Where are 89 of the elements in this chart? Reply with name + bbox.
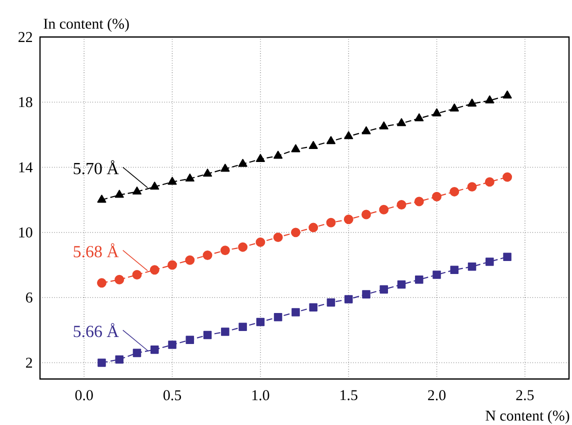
x-axis-title: N content (%) [486, 410, 570, 424]
point [432, 108, 442, 116]
point [502, 90, 512, 98]
x-tick-label: 2.5 [516, 390, 534, 400]
point [220, 246, 230, 256]
point [468, 98, 477, 107]
point [114, 274, 124, 284]
y-axis-title: In content (%) [44, 18, 129, 32]
point [379, 121, 388, 130]
point [414, 196, 424, 206]
point [344, 295, 353, 304]
point [168, 340, 176, 349]
point [432, 270, 441, 279]
point [362, 290, 370, 298]
point [380, 285, 388, 294]
point [292, 308, 300, 316]
y-tick-label: 18 [19, 97, 32, 108]
point [502, 172, 512, 182]
point [344, 131, 354, 140]
point [414, 276, 424, 284]
y-tick-label: 14 [19, 162, 33, 172]
point [202, 250, 212, 260]
point [150, 346, 159, 354]
y-tick-label: 22 [18, 32, 32, 42]
point [185, 255, 195, 265]
point [361, 210, 371, 220]
point [344, 214, 354, 224]
point [273, 232, 283, 242]
point [486, 258, 494, 266]
point [203, 168, 212, 177]
point [397, 280, 406, 289]
point [115, 355, 124, 364]
x-tick-label: 2.0 [428, 390, 446, 400]
y-tick-label: 6 [26, 292, 32, 303]
point [220, 164, 230, 172]
x-tick-label: 0.0 [75, 390, 93, 400]
point [326, 218, 336, 228]
point [396, 200, 406, 210]
point [97, 194, 106, 203]
point [308, 222, 318, 232]
point [414, 113, 424, 122]
point [485, 95, 494, 104]
point [362, 126, 371, 134]
point [186, 336, 194, 344]
point [291, 144, 300, 152]
legend-label: 5.66 Å [74, 323, 119, 338]
point [468, 262, 476, 271]
x-tick-label: 0.5 [163, 390, 182, 400]
point [238, 242, 248, 252]
point [432, 192, 442, 202]
point [450, 186, 460, 196]
point [379, 204, 389, 214]
point [238, 158, 248, 167]
point [185, 174, 194, 182]
point [132, 186, 142, 195]
point [308, 140, 318, 149]
point [274, 312, 282, 322]
point [221, 328, 230, 336]
point [256, 154, 265, 162]
point [484, 177, 494, 187]
point [98, 358, 106, 367]
point [256, 318, 265, 326]
point [326, 136, 336, 144]
point [150, 182, 160, 190]
point [114, 190, 124, 198]
legend-label: 5.70 Å [74, 160, 119, 174]
point [132, 270, 142, 280]
point [274, 150, 283, 159]
point [450, 104, 459, 112]
point [256, 237, 266, 247]
y-tick-label: 10 [19, 227, 32, 238]
point [132, 348, 142, 358]
point [309, 303, 318, 312]
y-tick-label: 2 [26, 358, 32, 368]
point [290, 228, 300, 238]
point [238, 322, 247, 332]
point [150, 265, 160, 275]
point [450, 266, 459, 274]
x-tick-label: 1.0 [252, 390, 270, 400]
point [203, 330, 212, 340]
point [326, 298, 336, 307]
point [168, 260, 177, 270]
point [396, 118, 406, 126]
point [467, 182, 477, 192]
point [503, 252, 512, 261]
point [96, 278, 106, 288]
point [168, 176, 177, 185]
x-tick-label: 1.5 [340, 390, 358, 400]
legend-label: 5.68 Å [74, 243, 119, 258]
